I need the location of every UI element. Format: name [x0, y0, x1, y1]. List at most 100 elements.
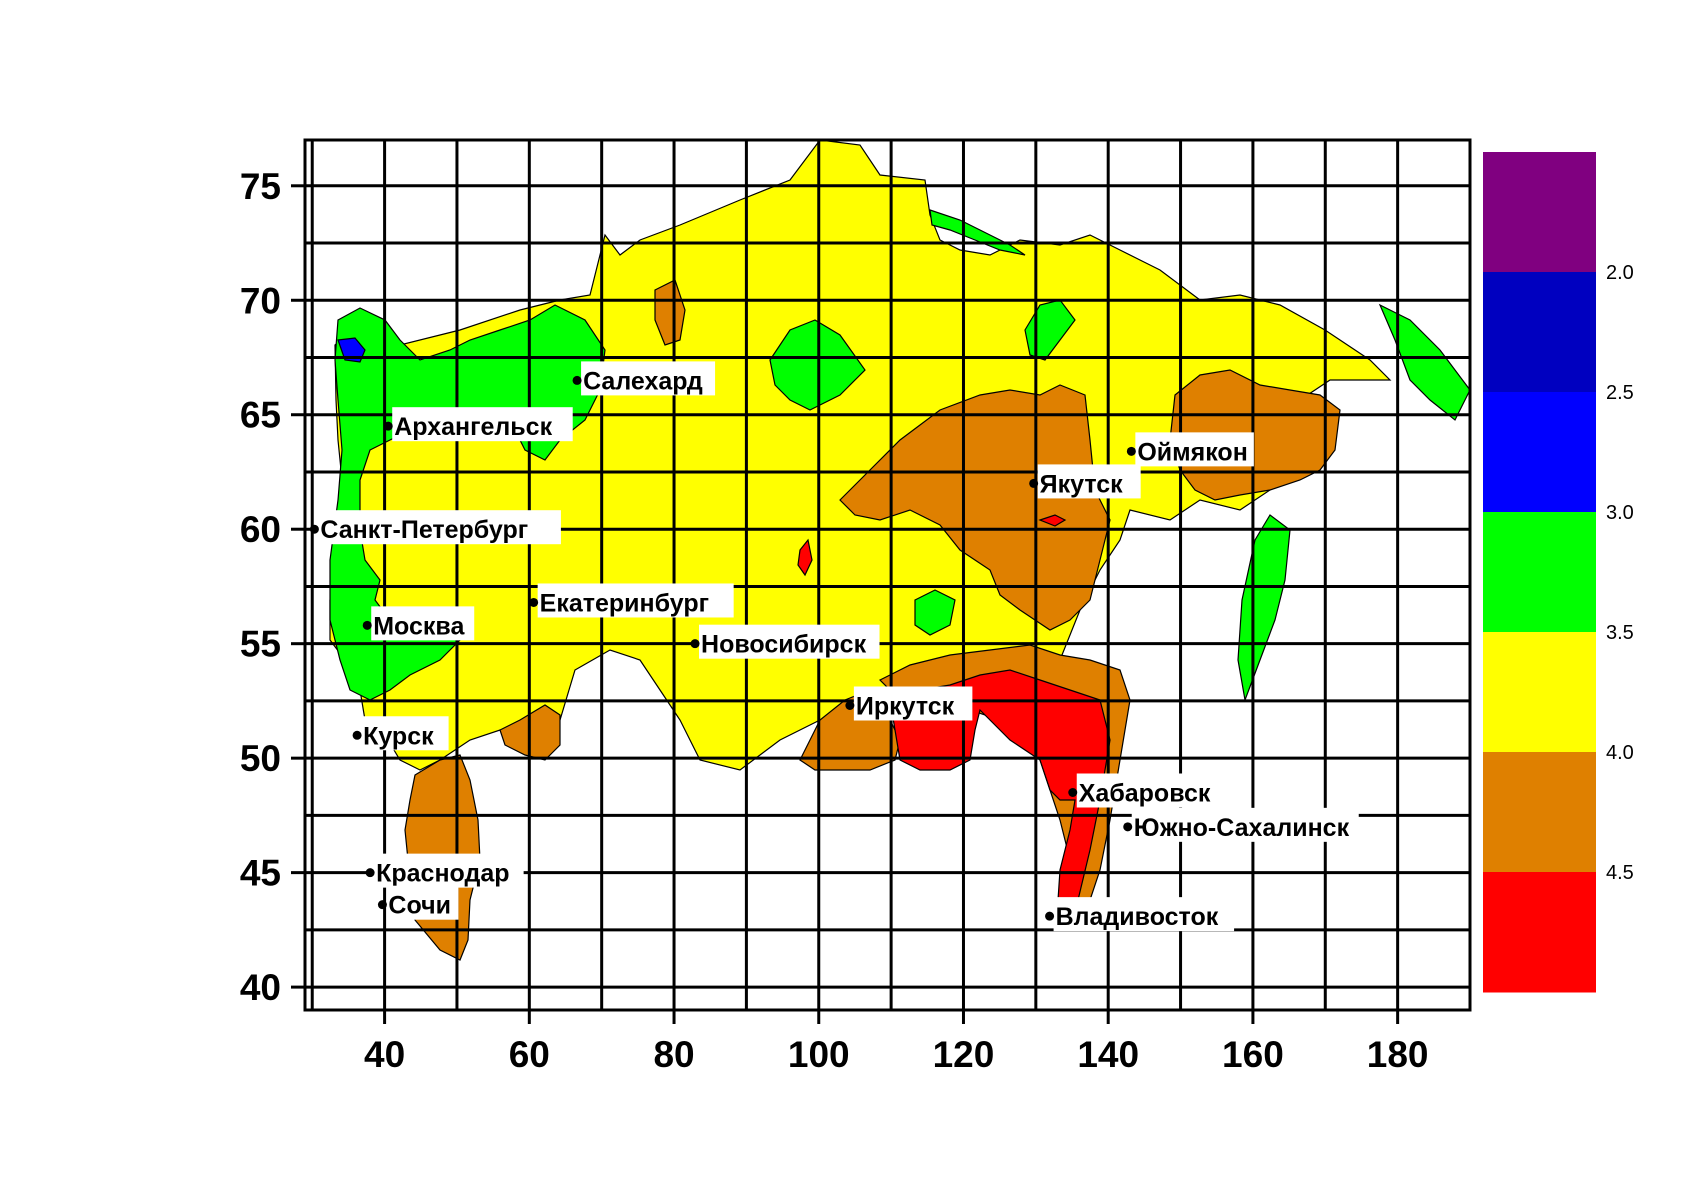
- city-label-background: [371, 606, 475, 641]
- legend-label: 2.5: [1606, 382, 1634, 404]
- city-dot: [1126, 446, 1136, 456]
- city-label: Владивосток: [1056, 903, 1219, 931]
- city-dot: [845, 701, 855, 710]
- x-tick-label: 60: [509, 1034, 550, 1075]
- city-label-background: [1037, 464, 1141, 499]
- city-label-background: [581, 361, 716, 396]
- legend-band: [1483, 512, 1596, 633]
- city-label-background: [1053, 897, 1235, 932]
- region-green-kamchatka: [1237, 514, 1291, 703]
- legend-label: 4.0: [1606, 742, 1634, 764]
- city-marker: Южно-Сахалинск: [1123, 807, 1359, 842]
- city-marker: Краснодар: [365, 853, 524, 888]
- y-tick-label: 65: [240, 395, 281, 436]
- city-marker: Архангельск: [383, 407, 573, 442]
- city-label: Краснодар: [376, 860, 509, 888]
- city-label-background: [318, 510, 561, 545]
- x-axis: 40 60 80 100 120 140 160 180: [364, 1010, 1429, 1075]
- city-dot: [365, 868, 375, 878]
- city-label: Новосибирск: [701, 631, 867, 659]
- city-markers: Салехард Архангельск Оймякон Якутск Санкт-Пе…: [309, 361, 1359, 932]
- city-label: Курск: [363, 722, 434, 750]
- city-label-background: [1131, 807, 1359, 842]
- city-label: Хабаровск: [1079, 780, 1211, 808]
- x-tick-label: 40: [364, 1034, 405, 1075]
- color-legend: 2.0 2.5 3.0 3.5 4.0 4.5: [1483, 152, 1634, 993]
- legend-band: [1483, 752, 1596, 873]
- city-marker: Курск: [352, 716, 449, 751]
- city-dot: [362, 620, 372, 630]
- city-label: Екатеринбург: [540, 589, 709, 617]
- city-dot: [352, 730, 362, 740]
- region-orange-yakutia: [839, 384, 1111, 631]
- x-tick-label: 160: [1222, 1034, 1284, 1075]
- city-marker: Екатеринбург: [529, 583, 734, 618]
- city-dot: [1068, 788, 1078, 797]
- legend-label: 2.0: [1606, 262, 1634, 284]
- city-label-background: [374, 853, 524, 888]
- region-green-chukotka: [1378, 303, 1471, 421]
- city-label-background: [853, 686, 973, 721]
- y-tick-label: 40: [240, 967, 281, 1008]
- city-marker: Сочи: [377, 885, 459, 920]
- city-marker: Москва: [362, 606, 475, 641]
- city-marker: Якутск: [1029, 464, 1141, 499]
- city-label: Санкт-Петербург: [320, 516, 528, 544]
- city-label-background: [1135, 432, 1254, 467]
- legend-band: [1483, 632, 1596, 753]
- city-dot: [529, 597, 539, 607]
- city-label: Южно-Сахалинск: [1134, 814, 1350, 842]
- city-label: Иркутск: [856, 693, 955, 721]
- x-tick-label: 120: [933, 1034, 995, 1075]
- region-green-west: [329, 304, 606, 701]
- x-tick-label: 100: [788, 1034, 850, 1075]
- legend-label: 3.5: [1606, 622, 1634, 644]
- region-red-spot-yakutia: [1038, 514, 1067, 527]
- city-label-background: [386, 885, 459, 920]
- legend-band: [1483, 872, 1596, 993]
- plot-frame: [303, 138, 1472, 1012]
- city-label-background: [699, 624, 880, 659]
- legend-band: [1483, 152, 1596, 273]
- city-dot: [383, 421, 393, 431]
- city-dot: [690, 639, 700, 649]
- city-dot: [1123, 822, 1133, 832]
- city-label: Сочи: [388, 892, 451, 920]
- city-marker: Владивосток: [1045, 897, 1235, 932]
- city-label-background: [1076, 773, 1227, 808]
- x-tick-label: 140: [1077, 1034, 1139, 1075]
- legend-band: [1483, 392, 1596, 513]
- city-label: Архангельск: [394, 413, 552, 441]
- city-marker: Новосибирск: [690, 624, 880, 659]
- region-orange-oymyakon: [1169, 369, 1341, 501]
- region-green-east: [1024, 299, 1076, 361]
- y-tick-label: 45: [240, 853, 281, 894]
- legend-label: 3.0: [1606, 502, 1634, 524]
- plot-area: 40 60 80 100 120 140 160 180 40 45 50 55 60 65 70 75 С…: [240, 138, 1472, 1075]
- y-tick-label: 60: [240, 509, 281, 550]
- x-tick-label: 180: [1367, 1034, 1429, 1075]
- city-label: Якутск: [1040, 470, 1124, 498]
- y-tick-label: 55: [240, 624, 281, 665]
- city-dot: [309, 524, 319, 534]
- city-marker: Санкт-Петербург: [309, 510, 561, 545]
- city-label: Оймякон: [1137, 438, 1247, 466]
- region-red-spot-west: [797, 538, 813, 577]
- y-axis: 40 45 50 55 60 65 70 75: [240, 166, 305, 1008]
- city-label-background: [361, 716, 449, 751]
- city-label: Москва: [373, 612, 465, 640]
- city-label-background: [392, 407, 573, 442]
- region-green-small: [914, 589, 956, 636]
- city-marker: Иркутск: [845, 686, 973, 721]
- city-dot: [1045, 911, 1055, 921]
- city-marker: Хабаровск: [1068, 773, 1227, 808]
- city-label-background: [537, 583, 734, 618]
- city-dot: [377, 900, 387, 910]
- city-marker: Оймякон: [1126, 432, 1254, 467]
- legend-label: 4.5: [1606, 862, 1634, 884]
- x-tick-label: 80: [653, 1034, 694, 1075]
- y-tick-label: 50: [240, 738, 281, 779]
- city-dot: [572, 375, 582, 385]
- city-dot: [1029, 478, 1039, 488]
